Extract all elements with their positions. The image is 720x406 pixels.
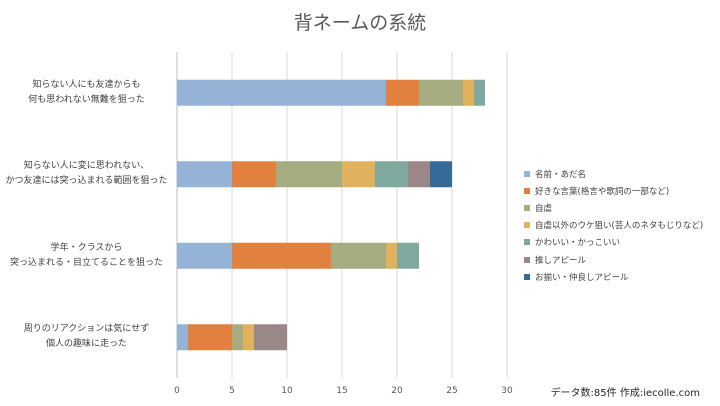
legend-item: お揃い・仲良しアピール	[524, 268, 703, 285]
legend-swatch	[524, 273, 530, 280]
bar-segment	[177, 242, 232, 269]
bar-segment	[419, 79, 463, 106]
category-label-line: 知らない人にも友達からも	[32, 79, 141, 90]
legend-item: かわいい・かっこいい	[524, 234, 703, 251]
category-label-line: 個人の趣味に走った	[45, 339, 127, 350]
bar-segment	[375, 161, 408, 188]
x-tick-label: 15	[336, 386, 348, 396]
bar-segment	[408, 161, 430, 188]
legend-swatch	[524, 170, 530, 177]
legend-item: 自虐以外のウケ狙い(芸人のネタもじりなど)	[524, 217, 703, 234]
category-label: 学年・クラスから突っ込まれる・目立てることを狙った	[4, 241, 169, 271]
bar-segment	[232, 161, 276, 188]
legend-item: 好きな言葉(格言や歌詞の一部など)	[524, 182, 703, 199]
category-label-line: 知らない人に変に思われない、	[23, 161, 150, 172]
bar-segment	[397, 242, 419, 269]
bar-segment	[232, 324, 243, 351]
legend-label: 自虐	[535, 203, 553, 214]
legend-item: 自虐	[524, 199, 703, 216]
chart-title: 背ネームの系統	[293, 12, 427, 34]
legend-label: 名前・あだ名	[535, 169, 587, 180]
category-label-line: 学年・クラスから	[50, 242, 123, 253]
bar-segment	[276, 161, 342, 188]
legend: 名前・あだ名好きな言葉(格言や歌詞の一部など) 自虐自虐以外のウケ狙い(芸人のネタ…	[524, 165, 703, 285]
legend-swatch	[524, 222, 530, 229]
category-label-line: かつ友達には突っ込まれる範囲を狙った	[5, 176, 168, 187]
category-label-line: 周りのリアクションは気にせず	[23, 324, 150, 335]
x-tick-label: 10	[281, 386, 293, 396]
category-label: 周りのリアクションは気にせず 個人の趣味に走った	[4, 322, 169, 352]
bar-segment	[243, 324, 254, 351]
legend-item: 名前・あだ名	[524, 165, 703, 182]
bar-segment	[177, 324, 188, 351]
bar-segment	[232, 242, 331, 269]
bar-segment	[474, 79, 485, 106]
legend-swatch	[524, 239, 530, 246]
legend-item: 推しアピール	[524, 251, 703, 268]
category-label-line: 突っ込まれる・目立てることを狙った	[9, 257, 163, 268]
bar-segment	[331, 242, 386, 269]
legend-swatch	[524, 256, 530, 263]
legend-label: 自虐以外のウケ狙い(芸人のネタもじりなど)	[535, 221, 704, 232]
category-label: 知らない人に変に思われない、かつ友達には突っ込まれる範囲を狙った	[4, 159, 169, 189]
bar-segment	[188, 324, 232, 351]
bar-segment	[386, 79, 419, 106]
category-label-line: 何も思われない無難を狙った	[28, 94, 145, 105]
x-tick-label: 0	[174, 386, 180, 396]
legend-label: 推しアピール	[535, 255, 587, 266]
footnote: データ数:85件 作成:iecolle.com	[550, 388, 700, 399]
bar-segment	[342, 161, 375, 188]
bar-segment	[386, 242, 397, 269]
legend-swatch	[524, 204, 530, 211]
legend-label: お揃い・仲良しアピール	[535, 272, 629, 283]
bar-segment	[463, 79, 474, 106]
x-tick-label: 30	[501, 386, 513, 396]
legend-swatch	[524, 187, 530, 194]
category-label: 知らない人にも友達からも 何も思われない無難を狙った	[4, 78, 169, 108]
bar-segment	[177, 79, 386, 106]
legend-label: 好きな言葉(格言や歌詞の一部など)	[535, 186, 670, 197]
x-tick-label: 25	[446, 386, 458, 396]
x-tick-label: 20	[391, 386, 403, 396]
bar-segment	[177, 161, 232, 188]
legend-label: かわいい・かっこいい	[535, 238, 621, 249]
bar-segment	[430, 161, 452, 188]
x-tick-label: 5	[229, 386, 235, 396]
bar-segment	[254, 324, 287, 351]
